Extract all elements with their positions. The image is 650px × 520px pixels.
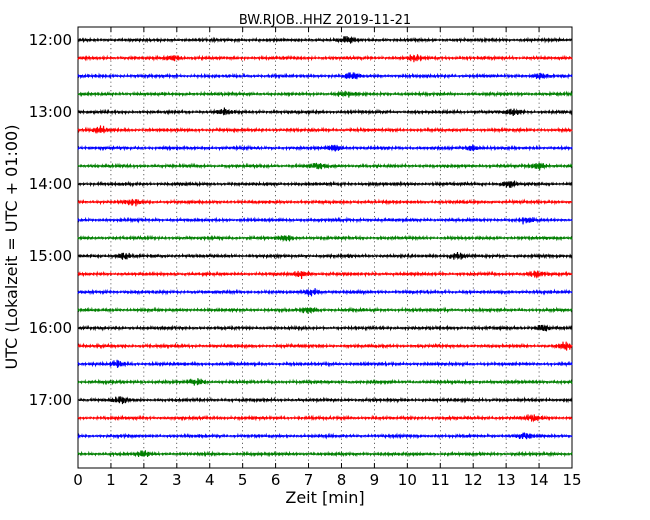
trace-line: [77, 54, 573, 63]
plot-frame: [77, 26, 573, 469]
x-tick-label: 6: [271, 471, 281, 489]
trace-line: [77, 234, 573, 243]
trace-line: [77, 144, 573, 152]
trace-line: [77, 414, 573, 423]
trace-line: [77, 180, 573, 188]
x-axis-ticks: 0 1 2 3 4 5 6 7 8 9 10 11 12 13 14 15: [73, 27, 582, 489]
x-tick-label: 8: [337, 471, 347, 489]
y-tick-label: 12:00: [29, 31, 72, 49]
x-tick-label: 15: [562, 471, 581, 489]
x-tick-label: 5: [238, 471, 248, 489]
x-tick-label: 10: [398, 471, 417, 489]
trace-line: [77, 216, 573, 225]
y-axis-ticks: 12:00 13:00 14:00 15:00 16:00 17:00: [29, 31, 572, 409]
trace-line: [77, 90, 573, 98]
x-axis-label: Zeit [min]: [285, 488, 364, 507]
x-tick-label: 2: [139, 471, 149, 489]
x-tick-label: 12: [464, 471, 483, 489]
trace-line: [77, 306, 573, 314]
y-tick-label: 14:00: [29, 175, 72, 193]
traces-group: [77, 35, 573, 458]
trace-line: [77, 71, 573, 80]
x-tick-label: 4: [205, 471, 215, 489]
trace-line: [77, 270, 573, 279]
chart-title: BW.RJOB..HHZ 2019-11-21: [239, 13, 411, 28]
trace-line: [77, 432, 573, 440]
trace-line: [77, 198, 573, 207]
y-tick-label: 16:00: [29, 319, 72, 337]
trace-line: [77, 35, 573, 44]
trace-line: [77, 450, 573, 458]
trace-line: [77, 378, 573, 386]
y-tick-label: 13:00: [29, 103, 72, 121]
y-tick-label: 15:00: [29, 247, 72, 265]
x-tick-label: 3: [172, 471, 182, 489]
y-axis-label: UTC (Lokalzeit = UTC + 01:00): [2, 125, 21, 370]
x-tick-label: 9: [370, 471, 380, 489]
trace-line: [77, 125, 573, 134]
trace-line: [77, 252, 573, 260]
x-tick-label: 14: [530, 471, 549, 489]
x-tick-label: 11: [431, 471, 450, 489]
trace-line: [77, 162, 573, 171]
trace-line: [77, 396, 573, 405]
trace-line: [77, 107, 573, 116]
trace-line: [77, 288, 573, 297]
x-tick-label: 0: [73, 471, 83, 489]
x-tick-label: 7: [304, 471, 314, 489]
trace-line: [77, 359, 573, 368]
x-tick-label: 1: [106, 471, 116, 489]
y-tick-label: 17:00: [29, 391, 72, 409]
x-tick-label: 13: [497, 471, 516, 489]
trace-line: [77, 341, 573, 351]
trace-line: [77, 324, 573, 332]
